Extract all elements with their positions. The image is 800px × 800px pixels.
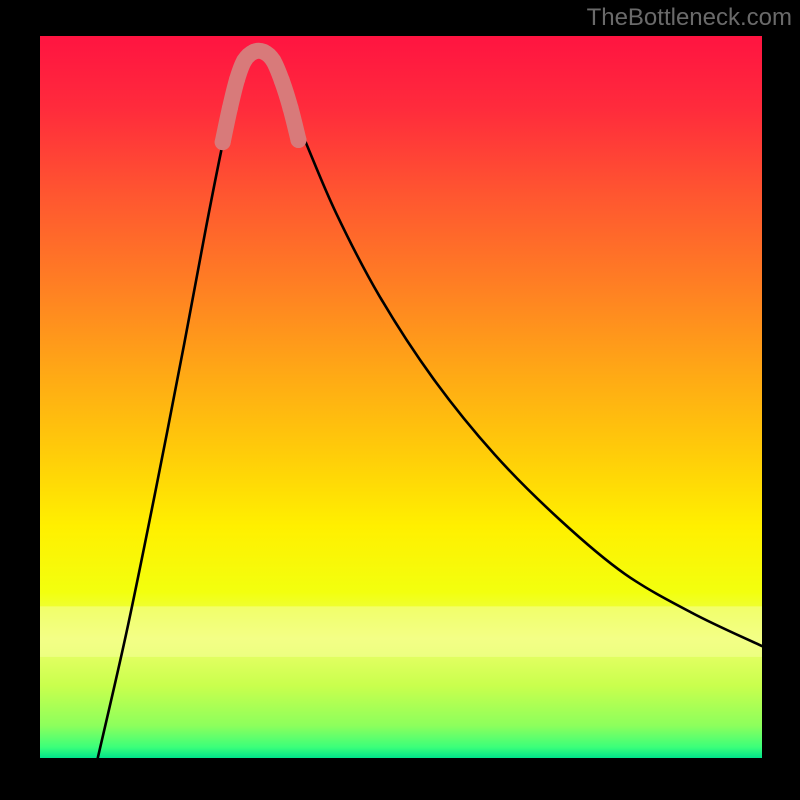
bottleneck-chart	[0, 0, 800, 800]
pale-horizontal-band	[40, 606, 762, 657]
watermark-text: TheBottleneck.com	[587, 4, 792, 32]
